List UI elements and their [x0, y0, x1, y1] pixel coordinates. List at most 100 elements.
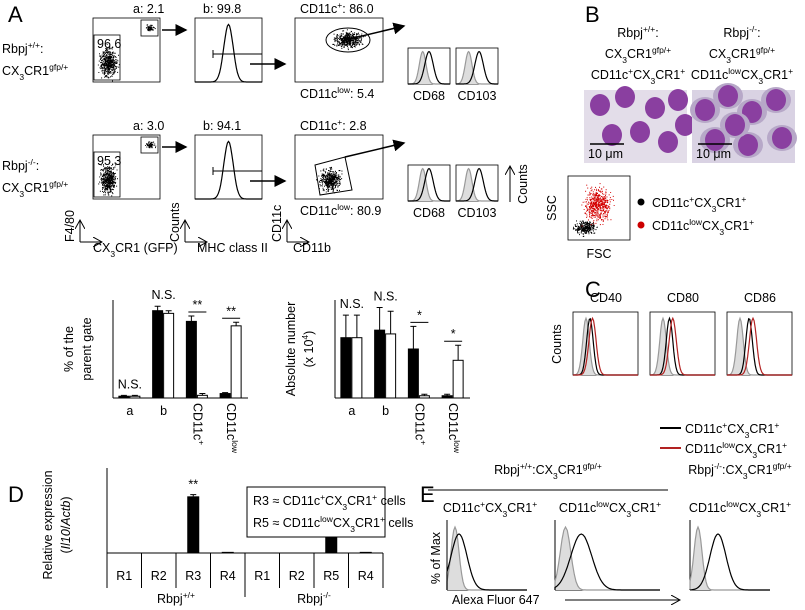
text-part: +: [532, 499, 537, 509]
text-part: cells: [377, 494, 405, 508]
row-reporter: CX3CR1gfp/+: [2, 179, 68, 199]
text-part: 3: [19, 72, 24, 82]
hist-label: CD103: [458, 89, 497, 103]
text-part: gfp/+: [49, 179, 68, 189]
legend-marker: [637, 198, 645, 206]
nucleus: [615, 86, 635, 108]
histogram: [650, 316, 715, 376]
x-tick-label: R1: [116, 569, 132, 583]
text-part: -/-: [714, 461, 722, 471]
bar: [163, 312, 175, 399]
significance: *: [417, 308, 422, 322]
bar: [407, 348, 419, 399]
text-part: Il10: [59, 529, 73, 549]
error-bar: [342, 314, 349, 338]
text-part: CR1 (GFP): [115, 241, 178, 255]
error-bar: [387, 310, 394, 334]
text-part: +: [480, 499, 485, 509]
text-part: +: [722, 420, 727, 430]
nucleus: [645, 97, 665, 119]
text-part: CR1: [761, 501, 786, 515]
bar: [219, 393, 231, 399]
significance: **: [193, 298, 203, 312]
text-part: low: [337, 85, 351, 95]
column-header: CX3CR1gfp/+: [709, 45, 775, 65]
row-reporter: CX3CR1gfp/+: [2, 62, 68, 82]
dots: [98, 162, 118, 197]
legend-label: CD11clowCX3CR1+: [652, 217, 754, 237]
panel-label: E: [420, 482, 435, 507]
text-part: CX: [727, 422, 745, 436]
text-part: 3: [712, 204, 717, 214]
x-tick-label: b: [382, 404, 389, 418]
histogram: [408, 167, 450, 202]
histogram: [446, 525, 527, 591]
histogram: [727, 316, 792, 376]
error-bar: [222, 392, 229, 394]
error-bar: [353, 314, 360, 338]
text-part: +: [337, 0, 342, 10]
text-part: +/+: [28, 40, 40, 50]
text-part: +: [196, 440, 206, 445]
axis-label: Alexa Fluor 647: [452, 593, 540, 607]
axis-label: CD11c: [270, 205, 284, 242]
column-header: Rbpj+/+:: [617, 24, 659, 40]
y-axis-label: (x 104): [300, 331, 316, 368]
nucleus: [718, 85, 738, 107]
text-part: CR1: [347, 494, 372, 508]
x-tick-label: CD11c+: [412, 403, 428, 445]
text-part: CX: [702, 219, 720, 233]
bar: [118, 395, 130, 399]
axis-label: MHC class II: [197, 241, 268, 255]
error-bar: [190, 494, 197, 497]
gate-value: 95.3: [97, 154, 121, 168]
text-part: low: [452, 440, 462, 454]
text-part: CR1: [757, 442, 782, 456]
y-axis-label: (Il10/Actb): [59, 497, 73, 554]
row-genotype: Rbpj-/-:: [2, 157, 39, 173]
dots: [316, 166, 343, 194]
x-tick-label: a: [126, 404, 133, 418]
frame: [294, 134, 384, 200]
gate-value: CD11clow: 5.4: [300, 85, 374, 101]
text-part: +/+: [520, 461, 532, 471]
text-part: 3: [350, 524, 355, 534]
axis-label: FSC: [587, 247, 612, 261]
text-part: low: [722, 440, 736, 450]
legend-box: [246, 486, 386, 538]
x-tick-label: R5: [323, 569, 339, 583]
significance: N.S.: [373, 290, 397, 304]
text-part: CD11c: [446, 403, 460, 440]
bar: [385, 333, 397, 399]
sub-header: CD11clowCX3CR1+: [559, 499, 661, 519]
text-part: 4: [300, 335, 310, 340]
text-part: +: [680, 66, 685, 76]
gate: [314, 156, 353, 196]
nucleus: [695, 99, 715, 121]
text-part: CD11c: [300, 204, 337, 218]
histogram: [408, 50, 450, 85]
text-part: CR1: [24, 181, 49, 195]
y-axis-label: % of the: [62, 326, 76, 372]
error-bar: [410, 325, 417, 349]
text-part: :CX: [722, 463, 744, 477]
text-part: Rbpj: [617, 26, 643, 40]
text-part: (x 10: [302, 340, 316, 368]
dots: [145, 141, 157, 149]
x-tick-label: R2: [151, 569, 167, 583]
text-part: gfp/+: [49, 62, 68, 72]
text-part: CD11c: [691, 68, 728, 82]
text-part: (: [59, 549, 73, 554]
histogram: [554, 525, 660, 591]
frame: [140, 136, 159, 154]
text-part: CR1: [731, 47, 756, 61]
text-part: CX: [2, 64, 20, 78]
text-part: CD11c: [685, 442, 722, 456]
group-label: Rbpj+/+: [157, 590, 195, 606]
frame: [567, 175, 631, 241]
text-part: 3: [745, 430, 750, 440]
legend-label: CD11c+CX3CR1+: [652, 194, 746, 214]
text-part: : 80.9: [350, 204, 381, 218]
text-part: CD11c: [591, 68, 628, 82]
panel-label: C: [585, 277, 601, 302]
